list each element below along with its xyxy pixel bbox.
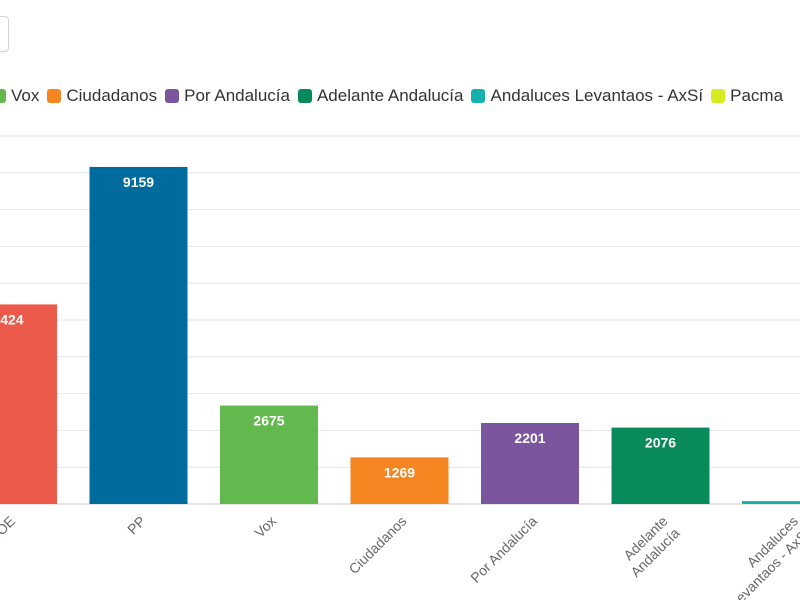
- legend-label-adelante-andalucia: Adelante Andalucía: [316, 86, 464, 105]
- legend-swatch-pacma: [711, 89, 726, 103]
- tick-label-por-andalucia: Por Andalucía: [467, 513, 540, 586]
- legend-label-andaluces-levantaos: Andaluces Levantaos - AxSí: [490, 86, 704, 105]
- tick-label-andaluces-levantaos-axsi: AndalucesLevantaos - AxSí: [715, 513, 800, 600]
- bar-psoe[interactable]: [0, 304, 57, 504]
- legend-item-por-andalucia[interactable]: Por Andalucía: [165, 86, 290, 106]
- bar-adelante-andalucia[interactable]: [611, 427, 710, 504]
- legend-swatch-por-andalucia: [165, 89, 180, 103]
- data-label-psoe: 5424: [0, 311, 24, 327]
- tick-label-ciudadanos: Ciudadanos: [345, 513, 409, 577]
- legend-item-andaluces-levantaos[interactable]: Andaluces Levantaos - AxSí: [471, 86, 703, 106]
- bar-ciudadanos[interactable]: [350, 457, 449, 504]
- data-label-ciudadanos: 1269: [384, 464, 415, 480]
- legend-item-adelante-andalucia[interactable]: Adelante Andalucía: [297, 86, 464, 106]
- bar-por-andalucia[interactable]: [481, 423, 579, 504]
- legend-item-pacma[interactable]: Pacma: [711, 86, 783, 106]
- tick-label-pp: PP: [124, 513, 149, 538]
- bar-pp[interactable]: [89, 166, 188, 505]
- legend-label-ciudadanos: Ciudadanos: [66, 86, 158, 105]
- tick-label-vox: Vox: [251, 513, 279, 541]
- legend-item-ciudadanos[interactable]: Ciudadanos: [47, 86, 157, 106]
- tick-label-adelante-andalucia: AdelanteAndalucía: [615, 513, 683, 581]
- legend-item-vox[interactable]: Vox: [0, 86, 39, 106]
- bar-vox[interactable]: [220, 405, 318, 504]
- legend-swatch-adelante-andalucia: [297, 89, 312, 103]
- x-axis-ticks: PSOE PP Vox Ciudadanos Por Andalucía Adelante…: [0, 513, 800, 600]
- data-label-pp: 9159: [123, 174, 154, 190]
- bar-andaluces-levantaos-axsi[interactable]: [742, 501, 800, 504]
- legend-swatch-ciudadanos: [47, 89, 62, 103]
- legend-swatch-vox: [0, 89, 6, 103]
- legend-label-vox: Vox: [11, 86, 40, 105]
- chart-legend: Vox Ciudadanos Por Andalucía Adelante An…: [0, 86, 791, 106]
- legend-swatch-andaluces-levantaos: [471, 89, 486, 103]
- bars: 5424 9159 2675 1269 2201 2076: [0, 166, 800, 505]
- data-label-vox: 2675: [253, 413, 284, 429]
- filter-select[interactable]: [0, 16, 9, 52]
- tick-label-psoe: PSOE: [0, 513, 18, 552]
- legend-label-pacma: Pacma: [730, 86, 784, 105]
- data-label-adelante-andalucia: 2076: [645, 435, 676, 451]
- legend-label-por-andalucia: Por Andalucía: [184, 86, 290, 105]
- data-label-por-andalucia: 2201: [514, 430, 545, 446]
